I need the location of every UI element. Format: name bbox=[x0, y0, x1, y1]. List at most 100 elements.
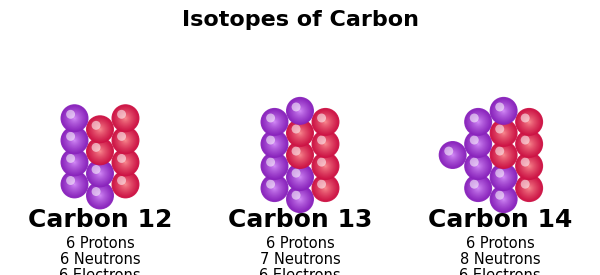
Circle shape bbox=[502, 109, 505, 112]
Circle shape bbox=[493, 167, 514, 188]
Circle shape bbox=[523, 116, 535, 128]
Circle shape bbox=[269, 139, 280, 149]
Circle shape bbox=[100, 173, 101, 174]
Circle shape bbox=[96, 125, 104, 133]
Circle shape bbox=[114, 107, 137, 130]
Circle shape bbox=[500, 196, 507, 203]
Circle shape bbox=[121, 114, 130, 122]
Circle shape bbox=[118, 177, 133, 191]
Circle shape bbox=[112, 127, 139, 154]
Circle shape bbox=[316, 179, 335, 197]
Circle shape bbox=[494, 190, 513, 208]
Circle shape bbox=[292, 147, 301, 156]
Circle shape bbox=[467, 133, 490, 155]
Circle shape bbox=[70, 180, 79, 189]
Circle shape bbox=[516, 131, 542, 157]
Circle shape bbox=[518, 133, 541, 155]
Circle shape bbox=[267, 158, 282, 174]
Circle shape bbox=[268, 181, 281, 195]
Circle shape bbox=[113, 128, 137, 152]
Circle shape bbox=[520, 112, 539, 132]
Circle shape bbox=[124, 138, 128, 142]
Circle shape bbox=[299, 176, 301, 178]
Circle shape bbox=[478, 165, 479, 167]
Circle shape bbox=[91, 164, 109, 183]
Circle shape bbox=[273, 165, 276, 167]
Circle shape bbox=[492, 99, 515, 123]
Text: Carbon 12: Carbon 12 bbox=[28, 208, 172, 232]
Circle shape bbox=[295, 172, 305, 183]
Circle shape bbox=[70, 136, 79, 144]
Circle shape bbox=[494, 146, 513, 164]
Circle shape bbox=[318, 180, 333, 196]
Circle shape bbox=[529, 187, 530, 189]
Circle shape bbox=[493, 122, 515, 144]
Circle shape bbox=[290, 167, 311, 188]
Circle shape bbox=[321, 140, 329, 148]
Circle shape bbox=[94, 124, 106, 135]
Circle shape bbox=[470, 158, 479, 167]
Circle shape bbox=[521, 158, 538, 174]
Circle shape bbox=[71, 137, 78, 144]
Circle shape bbox=[266, 136, 275, 145]
Circle shape bbox=[496, 147, 511, 163]
Circle shape bbox=[124, 182, 128, 186]
Circle shape bbox=[96, 169, 104, 178]
Circle shape bbox=[470, 180, 486, 196]
Circle shape bbox=[287, 98, 313, 123]
Circle shape bbox=[89, 162, 111, 185]
Circle shape bbox=[292, 125, 301, 133]
Circle shape bbox=[117, 154, 134, 171]
Circle shape bbox=[90, 186, 110, 205]
Circle shape bbox=[124, 117, 127, 120]
Circle shape bbox=[98, 128, 101, 131]
Circle shape bbox=[266, 136, 283, 152]
Circle shape bbox=[65, 131, 85, 150]
Circle shape bbox=[495, 191, 504, 200]
Circle shape bbox=[498, 172, 509, 183]
Circle shape bbox=[495, 103, 504, 111]
Circle shape bbox=[466, 175, 491, 201]
Circle shape bbox=[470, 158, 486, 174]
Circle shape bbox=[117, 132, 126, 141]
Circle shape bbox=[264, 178, 285, 199]
Circle shape bbox=[317, 158, 326, 167]
Circle shape bbox=[295, 127, 305, 139]
Circle shape bbox=[74, 117, 75, 119]
Circle shape bbox=[94, 123, 106, 136]
Circle shape bbox=[297, 130, 303, 136]
Circle shape bbox=[495, 147, 512, 163]
Circle shape bbox=[121, 135, 130, 145]
Circle shape bbox=[502, 131, 506, 135]
Circle shape bbox=[493, 100, 515, 122]
Circle shape bbox=[94, 168, 106, 179]
Circle shape bbox=[265, 178, 284, 198]
Circle shape bbox=[500, 107, 507, 114]
Circle shape bbox=[88, 183, 112, 207]
Circle shape bbox=[521, 180, 530, 189]
Circle shape bbox=[271, 118, 279, 126]
Circle shape bbox=[260, 130, 289, 158]
Circle shape bbox=[322, 119, 329, 125]
Circle shape bbox=[517, 153, 542, 179]
Circle shape bbox=[290, 122, 311, 144]
Circle shape bbox=[97, 193, 103, 198]
Circle shape bbox=[316, 178, 335, 198]
Circle shape bbox=[119, 156, 132, 169]
Circle shape bbox=[65, 175, 83, 194]
Circle shape bbox=[70, 113, 79, 123]
Circle shape bbox=[440, 142, 465, 167]
Circle shape bbox=[521, 180, 537, 196]
Circle shape bbox=[269, 183, 280, 194]
Circle shape bbox=[98, 172, 101, 175]
Circle shape bbox=[494, 189, 514, 209]
Circle shape bbox=[70, 135, 79, 145]
Circle shape bbox=[271, 185, 278, 192]
Circle shape bbox=[89, 163, 110, 184]
Circle shape bbox=[525, 162, 533, 170]
Circle shape bbox=[496, 125, 511, 141]
Circle shape bbox=[444, 147, 461, 163]
Circle shape bbox=[125, 117, 126, 119]
Circle shape bbox=[122, 160, 128, 165]
Circle shape bbox=[74, 162, 75, 163]
